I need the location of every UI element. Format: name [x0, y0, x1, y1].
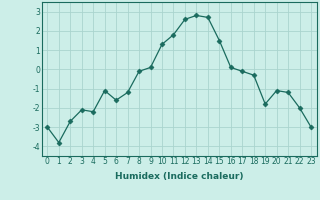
- X-axis label: Humidex (Indice chaleur): Humidex (Indice chaleur): [115, 172, 244, 181]
